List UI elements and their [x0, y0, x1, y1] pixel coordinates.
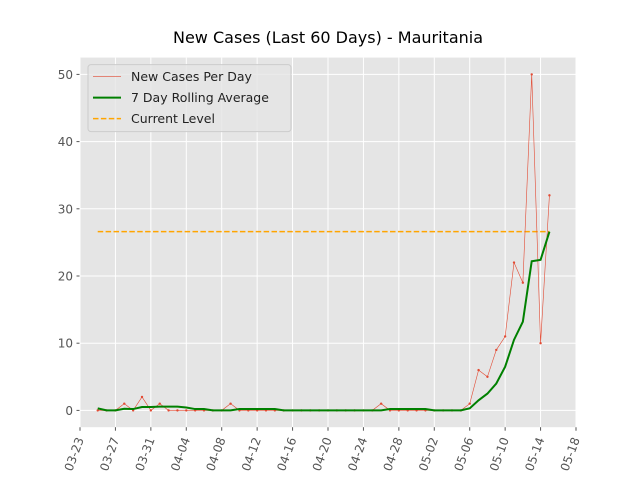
data-point — [495, 348, 498, 352]
data-point — [486, 375, 489, 378]
marks — [96, 73, 551, 412]
data-point — [185, 409, 188, 412]
y-tick-label: 0 — [65, 404, 73, 418]
y-tick-label: 20 — [58, 270, 73, 284]
data-point — [477, 368, 480, 372]
legend-label: Current Level — [131, 111, 215, 126]
y-tick-label: 30 — [58, 202, 73, 216]
legend: New Cases Per Day 7 Day Rolling Average Cu… — [87, 64, 292, 133]
data-point — [379, 402, 383, 405]
data-point — [167, 409, 170, 412]
legend-label: 7 Day Rolling Average — [131, 90, 269, 105]
data-point — [123, 402, 126, 405]
data-point — [521, 281, 525, 284]
data-point — [158, 402, 161, 405]
series-line — [97, 231, 551, 412]
chart-title: New Cases (Last 60 Days) - Mauritania — [173, 28, 483, 47]
y-tick-label: 40 — [58, 135, 73, 149]
y-tick-label: 10 — [58, 337, 73, 351]
data-point — [548, 194, 551, 197]
legend-label: New Cases Per Day — [131, 69, 252, 84]
data-point — [512, 261, 516, 264]
data-point — [229, 402, 232, 405]
data-point — [149, 409, 153, 412]
y-tick-label: 50 — [58, 68, 73, 82]
data-point — [140, 395, 144, 399]
data-point — [176, 409, 179, 412]
data-point — [530, 73, 533, 76]
legend-box — [87, 64, 292, 133]
data-point — [96, 409, 99, 412]
data-point — [539, 342, 542, 345]
data-point — [503, 335, 507, 338]
data-point — [468, 402, 471, 405]
